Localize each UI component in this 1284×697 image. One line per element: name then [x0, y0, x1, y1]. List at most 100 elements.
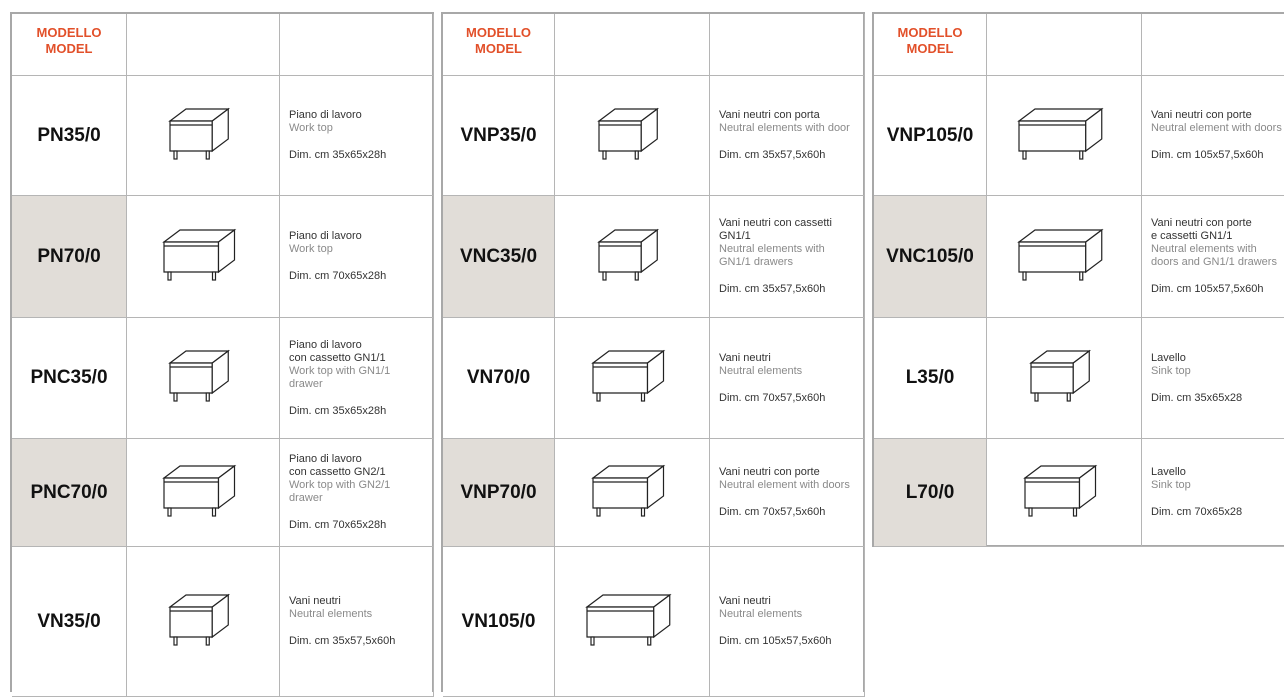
italian-text: Piano di lavoro: [289, 453, 362, 465]
image-cell: [127, 196, 280, 318]
italian-text: Piano di lavoro: [289, 230, 362, 242]
description-cell: Vani neutri con porte e cassetti GN1/1 Neu…: [1142, 196, 1284, 318]
model-cell: L70/0: [874, 439, 987, 547]
english-text: Sink top: [1151, 479, 1191, 491]
model-cell: VN35/0: [12, 547, 127, 697]
italian-text: e cassetti GN1/1: [1151, 230, 1233, 242]
model-cell: PNC35/0: [12, 318, 127, 439]
product-icon: [1016, 107, 1104, 160]
description-cell: Vani neutri Neutral elements Dim. cm 70x57…: [710, 318, 865, 439]
product-icon: [597, 107, 659, 160]
image-cell: [555, 196, 710, 318]
english-text: Work top with GN1/1: [289, 364, 391, 377]
dimensions: Dim. cm 35x65x28: [1151, 391, 1243, 404]
model-cell: VNP105/0: [874, 76, 987, 196]
italian-text: Vani neutri con porte: [719, 466, 820, 478]
header-cell: [987, 14, 1142, 76]
italian-text: Vani neutri: [719, 595, 771, 607]
header-cell: MODELLO MODEL: [12, 14, 127, 76]
italian-text: Vani neutri con porte: [1151, 217, 1252, 229]
header-text: MODEL: [906, 41, 954, 56]
product-icon: [1016, 228, 1104, 281]
product-icon: [168, 349, 230, 402]
english-text: drawer: [289, 377, 323, 390]
dimensions: Dim. cm 70x65x28h: [289, 270, 387, 282]
description-cell: Piano di lavoro Work top Dim. cm 35x65x28h: [280, 76, 434, 196]
english-text: Neutral elements with: [1151, 243, 1257, 255]
italian-text: Vani neutri: [289, 595, 341, 607]
description-cell: Piano di lavoro con cassetto GN2/1 Work to…: [280, 439, 434, 547]
model-cell: VNP35/0: [443, 76, 555, 196]
italian-text: Vani neutri con cassetti GN1/1: [719, 217, 832, 242]
description-cell: Vani neutri Neutral elements Dim. cm 35x57…: [280, 547, 434, 697]
image-cell: [987, 196, 1142, 318]
header-cell: MODELLO MODEL: [874, 14, 987, 76]
model-cell: VN70/0: [443, 318, 555, 439]
english-text: Neutral elements: [289, 608, 373, 620]
dimensions: Dim. cm 105x57,5x60h: [1151, 149, 1264, 161]
product-icon: [1022, 464, 1098, 517]
dimensions: Dim. cm 105x57,5x60h: [1151, 283, 1264, 295]
italian-text: con cassetto GN2/1: [289, 466, 386, 478]
product-icon: [161, 228, 237, 281]
italian-text: Lavello: [1151, 351, 1186, 364]
table: MODELLO MODEL VNP105/0 Vani neutri con por…: [872, 12, 1284, 547]
english-text: Sink top: [1151, 364, 1191, 377]
description-cell: Vani neutri con porta Neutral elements wi…: [710, 76, 865, 196]
header-text: MODELLO: [897, 25, 963, 40]
italian-text: Vani neutri con porta: [719, 109, 820, 121]
model-cell: PNC70/0: [12, 439, 127, 547]
model-cell: VNC35/0: [443, 196, 555, 318]
image-cell: [127, 318, 280, 439]
italian-text: Vani neutri con porte: [1151, 109, 1252, 121]
english-text: Neutral element with doors: [1151, 122, 1282, 134]
dimensions: Dim. cm 70x57,5x60h: [719, 506, 826, 518]
product-icon: [161, 464, 237, 517]
model-cell: PN70/0: [12, 196, 127, 318]
dimensions: Dim. cm 35x57,5x60h: [289, 635, 396, 647]
english-text: GN1/1 drawers: [719, 256, 793, 268]
model-cell: L35/0: [874, 318, 987, 439]
english-text: Work top: [289, 243, 333, 255]
description-cell: Lavello Sink top Dim. cm 70x65x28: [1142, 439, 1284, 547]
image-cell: [127, 439, 280, 547]
image-cell: [987, 318, 1142, 439]
description-cell: Vani neutri con cassetti GN1/1 Neutral el…: [710, 196, 865, 318]
description-cell: Piano di lavoro Work top Dim. cm 70x65x28h: [280, 196, 434, 318]
product-icon: [168, 593, 230, 646]
header-text: MODELLO: [466, 25, 531, 40]
description-cell: Piano di lavoro con cassetto GN1/1 Work to…: [280, 318, 434, 439]
header-cell: MODELLO MODEL: [443, 14, 555, 76]
english-text: Neutral elements: [719, 608, 803, 620]
header-cell: [1142, 14, 1284, 76]
dimensions: Dim. cm 35x65x28h: [289, 404, 387, 417]
english-text: Work top with GN2/1: [289, 479, 391, 491]
english-text: Work top: [289, 122, 333, 134]
image-cell: [987, 76, 1142, 196]
page: MODELLO MODEL PN35/0 Piano di lavoro Work t…: [10, 12, 1284, 697]
header-cell: [555, 14, 710, 76]
italian-text: Lavello: [1151, 466, 1186, 478]
product-icon: [590, 349, 666, 402]
image-cell: [127, 76, 280, 196]
english-text: doors and GN1/1 drawers: [1151, 256, 1277, 268]
product-icon: [1029, 349, 1091, 402]
model-cell: VN105/0: [443, 547, 555, 697]
model-cell: VNC105/0: [874, 196, 987, 318]
english-text: Neutral element with doors: [719, 479, 850, 491]
english-text: Neutral elements with: [719, 243, 825, 255]
header-cell: [710, 14, 865, 76]
table: MODELLO MODEL PN35/0 Piano di lavoro Work t…: [10, 12, 434, 697]
image-cell: [555, 318, 710, 439]
dimensions: Dim. cm 105x57,5x60h: [719, 635, 832, 647]
italian-text: Vani neutri: [719, 351, 771, 364]
image-cell: [555, 547, 710, 697]
header-text: MODELLO: [36, 25, 102, 40]
model-cell: VNP70/0: [443, 439, 555, 547]
header-cell: [127, 14, 280, 76]
english-text: Neutral elements: [719, 364, 803, 377]
dimensions: Dim. cm 35x57,5x60h: [719, 149, 826, 161]
dimensions: Dim. cm 70x65x28h: [289, 519, 387, 531]
dimensions: Dim. cm 35x65x28h: [289, 149, 387, 161]
description-cell: Vani neutri con porte Neutral element wit…: [710, 439, 865, 547]
